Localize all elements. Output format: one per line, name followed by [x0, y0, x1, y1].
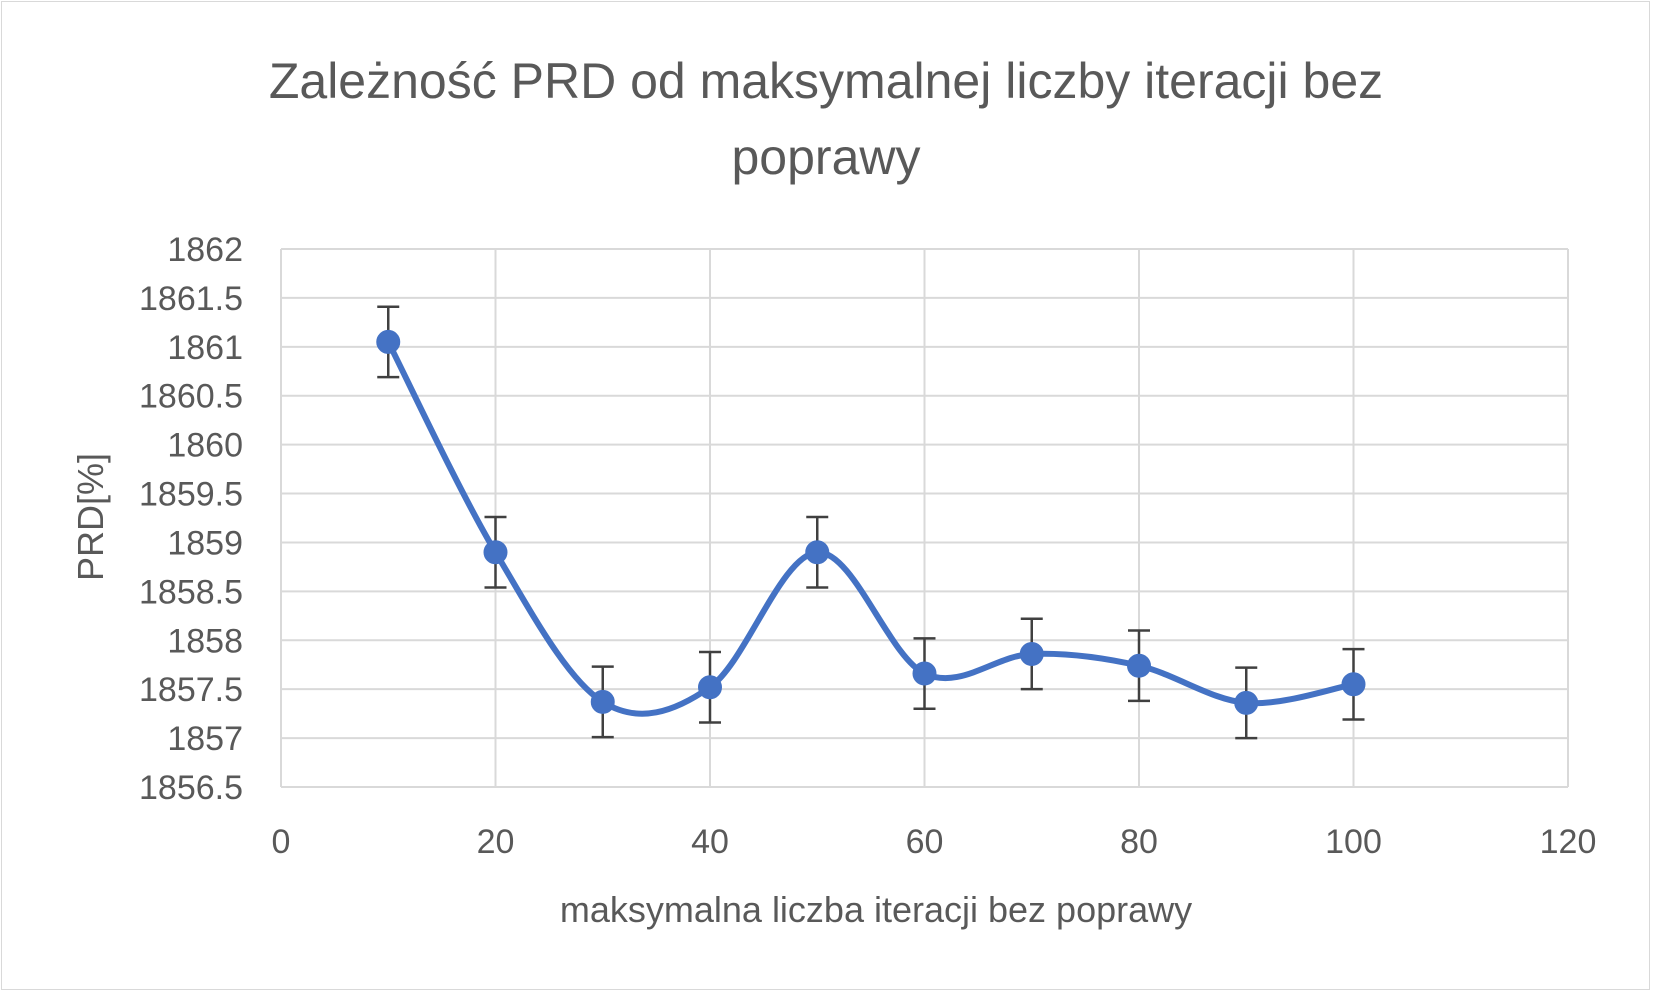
x-axis-tick-labels: 0 20 40 60 80 100 120 [272, 823, 1597, 861]
y-tick-label: 1858 [167, 622, 243, 660]
chart-title-line-1: Zależność PRD od maksymalnej liczby iter… [269, 53, 1383, 109]
y-axis-tick-labels: 1856.5 1857 1857.5 1858 1858.5 1859 1859.5 1860… [139, 231, 243, 807]
y-tick-label: 1859 [167, 524, 243, 562]
y-tick-label: 1858.5 [139, 573, 243, 611]
plot-area [376, 305, 1366, 740]
y-tick-label: 1861 [167, 329, 243, 367]
data-point [1019, 641, 1044, 666]
x-tick-label: 0 [272, 823, 291, 861]
x-axis-title: maksymalna liczba iteracji bez poprawy [560, 889, 1192, 930]
y-tick-label: 1860.5 [139, 378, 243, 416]
y-tick-label: 1862 [167, 231, 243, 269]
data-point [1234, 690, 1259, 715]
x-tick-label: 120 [1540, 823, 1597, 861]
data-point [1341, 672, 1366, 697]
gridlines [280, 248, 1569, 788]
x-tick-label: 80 [1120, 823, 1158, 861]
x-tick-label: 20 [477, 823, 515, 861]
y-tick-label: 1856.5 [139, 769, 243, 807]
series-line [385, 338, 1357, 717]
y-tick-label: 1861.5 [139, 280, 243, 318]
y-axis-title: PRD[%] [70, 453, 111, 581]
data-point [805, 540, 830, 565]
data-point [483, 540, 508, 565]
x-tick-label: 100 [1325, 823, 1382, 861]
x-tick-label: 60 [906, 823, 944, 861]
chart-title-line-2: poprawy [732, 129, 921, 185]
data-point [376, 329, 401, 354]
data-point [1127, 653, 1151, 678]
data-point [698, 675, 722, 700]
y-tick-label: 1857.5 [139, 671, 243, 709]
y-tick-label: 1859.5 [139, 476, 243, 514]
data-point [912, 661, 937, 686]
y-tick-label: 1860 [167, 427, 243, 465]
data-point [590, 689, 615, 714]
x-tick-label: 40 [691, 823, 729, 861]
y-tick-label: 1857 [167, 720, 243, 758]
